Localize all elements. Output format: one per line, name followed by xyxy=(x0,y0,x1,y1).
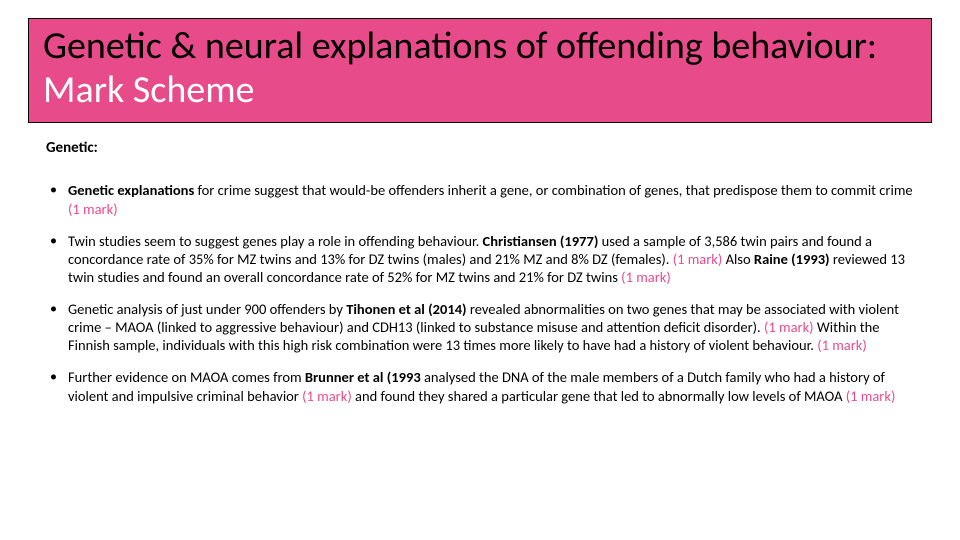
bullet-segment: (1 mark) xyxy=(764,318,814,336)
section-subheading: Genetic: xyxy=(46,139,932,157)
bullet-segment: (1 mark) xyxy=(621,268,671,286)
bullet-segment: (1 mark) xyxy=(817,336,867,354)
bullet-segment: Further evidence on MAOA comes from xyxy=(68,368,305,386)
bullet-segment: Genetic explanations xyxy=(68,181,194,199)
bullet-item: Genetic explanations for crime suggest t… xyxy=(46,181,914,217)
title-box: Genetic & neural explanations of offendi… xyxy=(28,18,932,123)
bullet-segment: Tihonen et al (2014) xyxy=(346,300,466,318)
bullet-segment: for crime suggest that would-be offender… xyxy=(194,181,912,199)
title-part1: Genetic & neural explanations of offendi… xyxy=(43,23,877,69)
bullet-item: Twin studies seem to suggest genes play … xyxy=(46,232,914,286)
bullet-list: Genetic explanations for crime suggest t… xyxy=(46,181,914,404)
bullet-segment: Also xyxy=(722,250,754,268)
bullet-item: Genetic analysis of just under 900 offen… xyxy=(46,300,914,354)
slide-title: Genetic & neural explanations of offendi… xyxy=(43,25,917,112)
bullet-segment: (1 mark) xyxy=(846,387,896,405)
bullet-segment: Twin studies seem to suggest genes play … xyxy=(68,232,483,250)
bullet-segment: Christiansen (1977) xyxy=(483,232,599,250)
bullet-segment: (1 mark) xyxy=(673,250,723,268)
bullet-segment: (1 mark) xyxy=(302,387,352,405)
bullet-segment: and found they shared a particular gene … xyxy=(352,387,846,405)
slide-container: Genetic & neural explanations of offendi… xyxy=(0,0,960,540)
bullet-segment: Raine (1993) xyxy=(754,250,830,268)
bullet-item: Further evidence on MAOA comes from Brun… xyxy=(46,368,914,404)
title-part2: Mark Scheme xyxy=(43,67,254,113)
bullet-segment: Genetic analysis of just under 900 offen… xyxy=(68,300,346,318)
bullet-segment: (1 mark) xyxy=(68,200,118,218)
bullet-segment: Brunner et al (1993 xyxy=(305,368,421,386)
